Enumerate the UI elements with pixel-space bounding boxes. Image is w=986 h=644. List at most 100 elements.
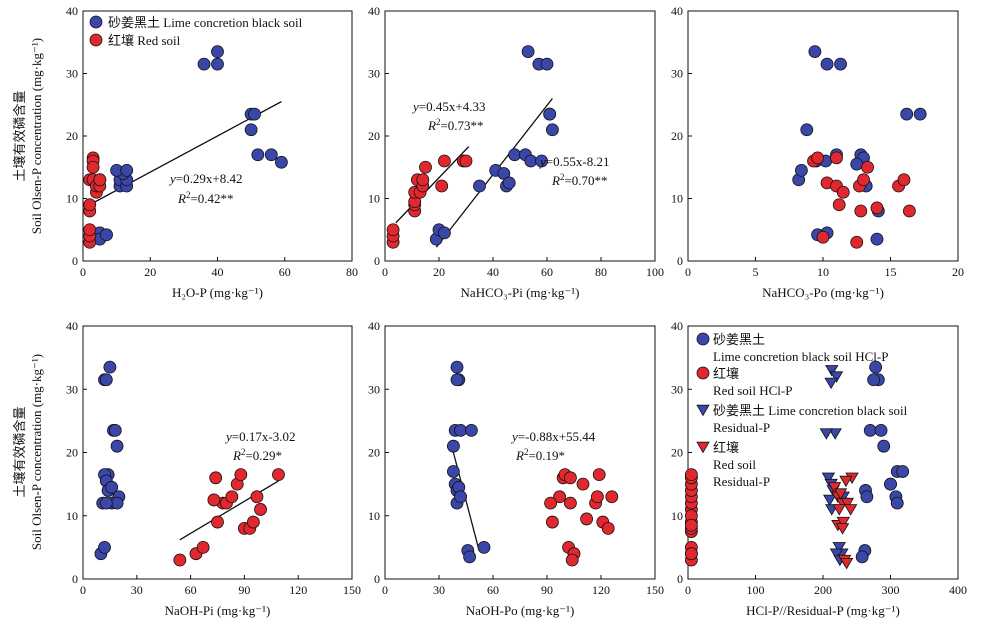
y-tick-label: 40 [66,4,78,18]
data-point [861,160,874,174]
data-point [86,160,100,174]
y-tick-label: 40 [368,319,380,333]
y-tick-label: 30 [66,382,78,396]
data-point [867,373,881,387]
data-point [446,465,460,478]
r-squared: R2=0.70** [551,172,608,188]
y-tick-label: 20 [671,129,683,143]
data-point [863,423,877,437]
data-point [473,179,486,193]
legend-bottom: 砂姜黑土 Lime concretion black soil HCl-P 红壤 Re… [696,332,908,489]
y-tick-label: 10 [671,509,683,523]
x-tick-label: 20 [952,265,964,279]
data-point [477,540,491,554]
data-point-triangle [825,365,839,377]
legend-label: Residual-P [713,420,770,435]
data-point [564,471,577,485]
data-point [860,490,874,504]
data-point [890,496,904,510]
data-point [173,553,187,567]
x-tick-label: 80 [346,265,358,279]
data-point-triangle [836,516,850,529]
data-point [565,553,579,567]
data-point [524,154,538,168]
chart-panel-3: 0 5 10 15 20 0 10 20 30 40 NaHCO₃-Po (mg·kg⁻¹) [671,4,964,300]
legend-label: Residual-P [713,474,770,489]
data-point [450,360,464,374]
data-point [684,547,698,561]
data-point [196,540,210,554]
x-tick-label: 30 [131,583,143,597]
y-tick-label: 30 [368,67,380,81]
y-tick-label: 0 [374,572,380,586]
data-point [834,57,847,71]
data-point [546,515,559,529]
data-point [502,176,516,190]
y-tick-label: 0 [677,572,683,586]
data-point [419,160,432,174]
data-point [684,518,698,532]
legend-label: Lime concretion black soil HCl-P [713,349,888,364]
x-axis-label: H₂O-P (mg·kg⁻¹) [172,285,263,300]
data-point [209,471,223,485]
x-axis-label: NaOH-Po (mg·kg⁻¹) [466,603,575,618]
y-tick-label: 20 [368,129,380,143]
data-point [386,223,400,237]
x-tick-label: 100 [747,583,765,597]
fit-line [395,146,470,224]
data-point [521,45,535,59]
data-point [601,522,615,535]
y-axis-label-en: Soil Olsen-P concentration (mg·kg⁻¹) [29,354,44,550]
data-point-triangle [833,488,848,500]
legend-label: Red soil [713,457,756,472]
data-point-triangle [824,377,838,390]
regression-equation: y=0.29x+8.42 [168,171,242,186]
y-tick-label: 30 [671,67,683,81]
x-tick-label: 30 [433,583,445,597]
plot-frame [687,10,959,262]
x-tick-label: 40 [212,265,224,279]
x-tick-label: 20 [433,265,445,279]
data-point [870,232,884,246]
regression-equation: y=0.17x-3.02 [224,429,295,444]
data-point-triangle [832,504,846,516]
data-point [244,123,258,137]
data-point-triangle [821,472,836,484]
chart-panel-6: 0 100 200 300 400 0 10 20 30 40 HCl-P//Residual-P … [671,319,967,618]
data-point [869,360,883,374]
x-tick-label: 120 [289,583,307,597]
data-point [463,550,477,564]
y-tick-label: 20 [671,446,683,460]
x-tick-label: 100 [646,265,664,279]
x-tick-label: 200 [814,583,832,597]
data-point [553,490,566,504]
data-point [464,423,478,437]
data-point [110,496,124,510]
data-point-triangle [827,482,842,494]
data-point [605,490,619,504]
data-point [108,423,122,437]
regression-equation: y=-0.88x+55.44 [510,429,596,444]
data-point [820,57,834,71]
y-axis-label-1: 土壤有效磷含量 Soil Olsen-P concentration (mg·kg… [12,38,44,234]
data-point [248,107,261,121]
data-point [855,550,869,564]
data-point [897,173,911,187]
plot-frame [384,10,656,262]
data-point [254,503,267,516]
data-point [454,423,468,437]
data-point [854,204,868,218]
data-point [93,173,107,187]
legend-label: 红壤 Red soil [108,33,181,48]
data-point [591,490,604,504]
data-point [544,496,557,510]
x-tick-label: 60 [487,583,499,597]
r-squared: R2=0.73** [427,117,484,133]
y-tick-label: 30 [671,382,683,396]
data-point [540,57,554,71]
fit-line [179,480,279,541]
data-point [808,45,822,59]
r-squared: R2=0.19* [515,447,565,463]
